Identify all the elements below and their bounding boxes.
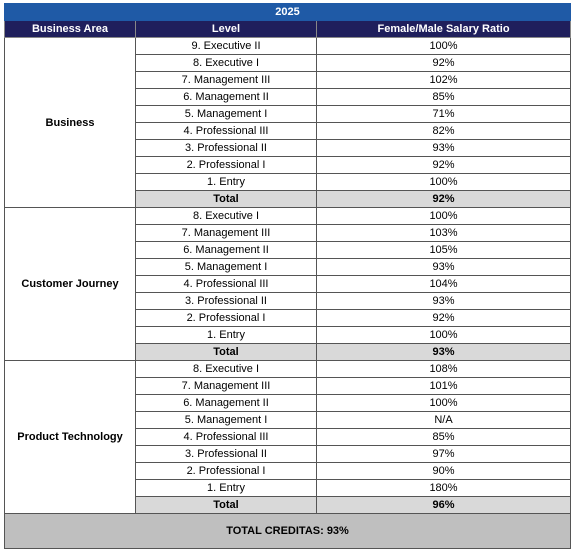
data-row: 3. Professional II 93% xyxy=(5,292,572,310)
data-row: 1. Entry 100% xyxy=(5,173,572,191)
data-row: 5. Management I N/A xyxy=(5,411,572,429)
total-ratio: 96% xyxy=(315,496,572,514)
level: 7. Management III xyxy=(135,71,317,89)
data-row: 4. Professional III 104% xyxy=(5,275,572,293)
level: 6. Management II xyxy=(135,241,317,259)
ratio: 93% xyxy=(315,139,572,157)
table-body: 2025 Business Area Level Female/Male Salary… xyxy=(3,3,572,549)
data-row: 4. Professional III 82% xyxy=(5,122,572,140)
level: 3. Professional II xyxy=(135,445,317,463)
salary-ratio-table: 2025 Business Area Level Female/Male Salary… xyxy=(3,3,572,549)
ratio: 82% xyxy=(315,122,572,140)
data-row: 1. Entry 100% xyxy=(5,326,572,344)
ratio: 90% xyxy=(315,462,572,480)
total-row: Total 96% xyxy=(5,496,572,514)
level: 9. Executive II xyxy=(135,37,317,55)
ratio: 92% xyxy=(315,54,572,72)
ratio: 101% xyxy=(315,377,572,395)
data-row: 5. Management I 93% xyxy=(5,258,572,276)
ratio: 93% xyxy=(315,258,572,276)
ratio: 100% xyxy=(315,207,572,225)
level: 5. Management I xyxy=(135,258,317,276)
ratio: 105% xyxy=(315,241,572,259)
level: 5. Management I xyxy=(135,105,317,123)
total-label: Total xyxy=(135,190,317,208)
column-header: Business Area xyxy=(4,20,136,38)
ratio: 100% xyxy=(315,394,572,412)
ratio: 97% xyxy=(315,445,572,463)
level: 2. Professional I xyxy=(135,462,317,480)
level: 4. Professional III xyxy=(135,122,317,140)
ratio: 102% xyxy=(315,71,572,89)
footer-row: TOTAL CREDITAS: 93% xyxy=(3,513,572,549)
ratio: 103% xyxy=(315,224,572,242)
data-row: 6. Management II 85% xyxy=(5,88,572,106)
ratio: 100% xyxy=(315,37,572,55)
ratio: 93% xyxy=(315,292,572,310)
data-row: 6. Management II 105% xyxy=(5,241,572,259)
ratio: 108% xyxy=(315,360,572,378)
level: 5. Management I xyxy=(135,411,317,429)
business-area: Customer Journey xyxy=(4,207,136,361)
ratio: 92% xyxy=(315,156,572,174)
data-row: 1. Entry 180% xyxy=(5,479,572,497)
data-row: 2. Professional I 92% xyxy=(5,156,572,174)
level: 7. Management III xyxy=(135,224,317,242)
business-area: Business xyxy=(4,37,136,208)
year-banner: 2025 xyxy=(3,3,572,21)
level: 8. Executive I xyxy=(135,207,317,225)
level: 6. Management II xyxy=(135,394,317,412)
grand-total: TOTAL CREDITAS: 93% xyxy=(3,513,572,549)
level: 4. Professional III xyxy=(135,275,317,293)
level: 2. Professional I xyxy=(135,156,317,174)
level: 4. Professional III xyxy=(135,428,317,446)
level: 1. Entry xyxy=(135,479,317,497)
ratio: 104% xyxy=(315,275,572,293)
ratio: 100% xyxy=(315,173,572,191)
data-row: 3. Professional II 97% xyxy=(5,445,572,463)
level: 8. Executive I xyxy=(135,360,317,378)
data-row: Product Technology 8. Executive I 108% xyxy=(4,360,572,514)
total-label: Total xyxy=(135,496,317,514)
ratio: 100% xyxy=(315,326,572,344)
ratio: 85% xyxy=(315,428,572,446)
ratio: 92% xyxy=(315,309,572,327)
column-header: Female/Male Salary Ratio xyxy=(315,20,572,38)
ratio: 71% xyxy=(315,105,572,123)
business-area: Product Technology xyxy=(4,360,136,514)
level: 6. Management II xyxy=(135,88,317,106)
total-label: Total xyxy=(135,343,317,361)
data-row: 7. Management III 103% xyxy=(5,224,572,242)
header-row: Business Area Level Female/Male Salary Rat… xyxy=(4,20,572,38)
data-row: 2. Professional I 90% xyxy=(5,462,572,480)
total-ratio: 93% xyxy=(315,343,572,361)
level: 8. Executive I xyxy=(135,54,317,72)
data-row: 2. Professional I 92% xyxy=(5,309,572,327)
ratio: 180% xyxy=(315,479,572,497)
ratio: 85% xyxy=(315,88,572,106)
level: 2. Professional I xyxy=(135,309,317,327)
total-ratio: 92% xyxy=(315,190,572,208)
banner-row: 2025 xyxy=(3,3,572,21)
level: 7. Management III xyxy=(135,377,317,395)
data-row: Business 9. Executive II 100% xyxy=(4,37,572,208)
level: 3. Professional II xyxy=(135,139,317,157)
data-row: Customer Journey 8. Executive I 100% xyxy=(4,207,572,361)
level: 1. Entry xyxy=(135,326,317,344)
column-header: Level xyxy=(135,20,317,38)
level: 3. Professional II xyxy=(135,292,317,310)
level: 1. Entry xyxy=(135,173,317,191)
ratio: N/A xyxy=(315,411,572,429)
